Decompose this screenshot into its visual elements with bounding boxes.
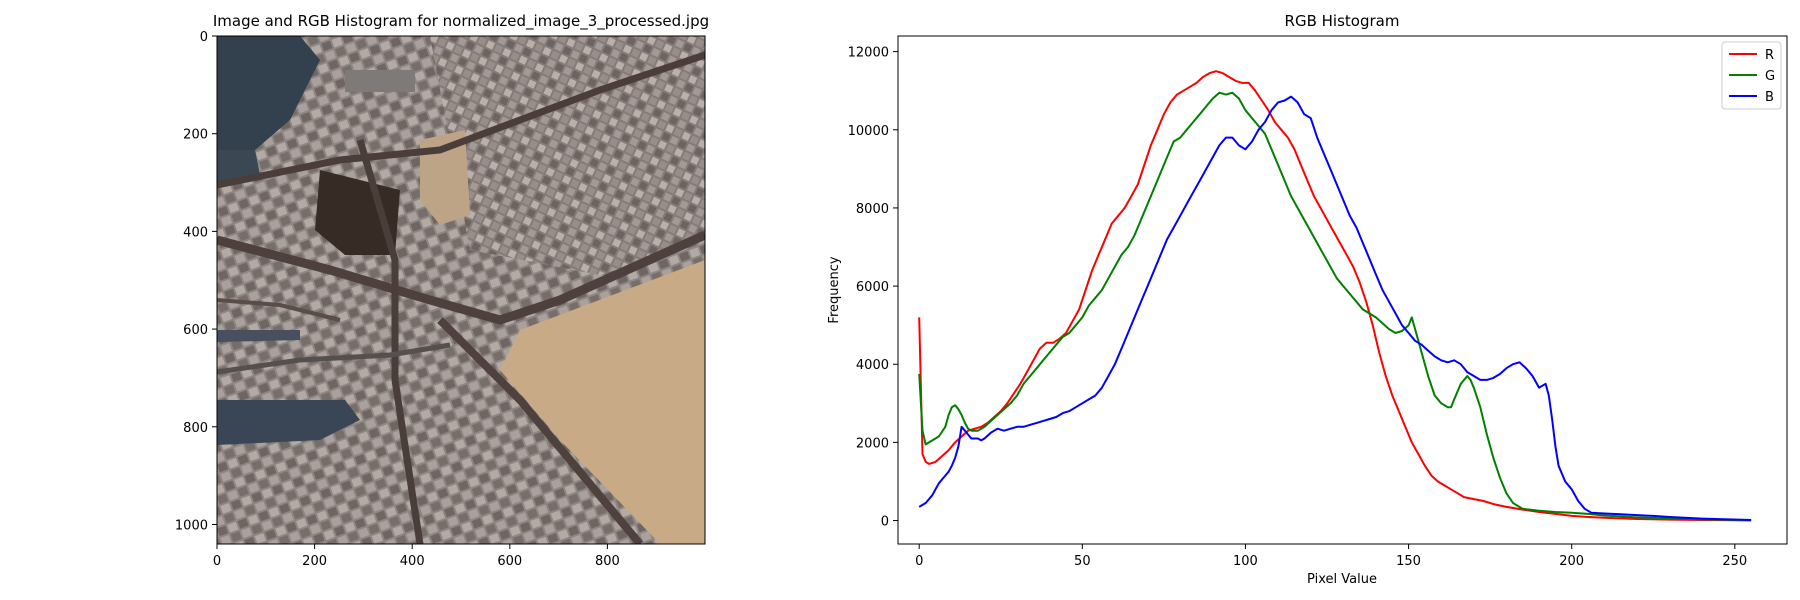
y-tick-label: 8000 [856,202,889,217]
image-y-axis: 0 200 400 600 800 1000 [175,30,217,533]
image-y-tick-label: 600 [183,323,208,338]
image-x-tick-label: 200 [302,554,327,569]
x-tick-label: 150 [1396,554,1421,569]
y-tick-label: 0 [881,515,889,530]
image-x-tick-label: 400 [400,554,425,569]
image-y-tick-label: 1000 [175,518,208,533]
image-y-tick-label: 400 [183,225,208,240]
x-tick-label: 100 [1233,554,1258,569]
image-x-tick-label: 800 [595,554,620,569]
series-line-g [918,91,1752,522]
y-tick-label: 2000 [856,436,889,451]
y-axis-label: Frequency [827,256,842,323]
y-tick-label: 6000 [856,280,889,295]
image-y-tick-label: 200 [183,128,208,143]
image-frame [216,35,706,545]
satellite-image [217,36,705,544]
plot-area [897,35,1788,545]
image-y-tick-label: 800 [183,421,208,436]
legend-label-b: B [1765,90,1774,105]
legend: RGB [1721,41,1782,110]
y-tick-label: 10000 [848,124,889,139]
x-tick-label: 50 [1074,554,1091,569]
series-line-r [918,70,1752,522]
image-x-tick-label: 600 [497,554,522,569]
chart-title: RGB Histogram [1285,12,1400,30]
series-line-b [918,95,1752,521]
y-tick-label: 4000 [856,358,889,373]
x-axis-label: Pixel Value [1307,572,1377,587]
x-axis: 0 50 100 150 200 250 [915,544,1747,569]
x-tick-label: 250 [1722,554,1747,569]
series-layer [918,70,1752,522]
left-panel-title: Image and RGB Histogram for normalized_i… [213,12,709,31]
x-tick-label: 200 [1559,554,1584,569]
x-tick-label: 0 [915,554,923,569]
image-x-tick-label: 0 [213,554,221,569]
image-y-tick-label: 0 [200,30,208,45]
legend-label-g: G [1765,69,1775,84]
image-x-axis: 0 200 400 600 800 [213,544,620,569]
y-tick-label: 12000 [848,46,889,61]
y-axis: 0 2000 4000 6000 8000 10000 12000 [848,46,898,530]
legend-label-r: R [1765,48,1774,63]
